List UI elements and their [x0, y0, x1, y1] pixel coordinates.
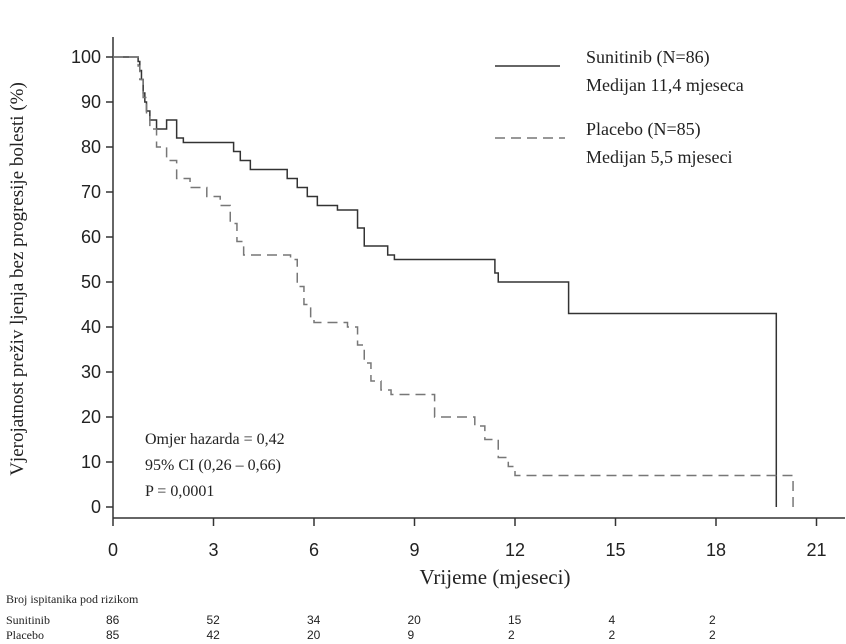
- y-tick-label: 90: [81, 92, 101, 112]
- legend-median-placebo: Medijan 5,5 mjeseci: [586, 147, 732, 167]
- x-axis-label: Vrijeme (mjeseci): [420, 565, 571, 589]
- legend: Sunitinib (N=86) Medijan 11,4 mjeseca Pl…: [495, 47, 744, 167]
- y-ticks: 0 10 20 30 40 50 60 70 80 90 100: [71, 47, 113, 517]
- risk-value: 20: [408, 613, 422, 627]
- risk-value: 85: [106, 628, 120, 642]
- risk-table-title: Broj ispitanika pod rizikom: [6, 592, 139, 606]
- y-tick-label: 50: [81, 272, 101, 292]
- risk-value: 9: [408, 628, 415, 642]
- ci-text: 95% CI (0,26 – 0,66): [145, 457, 281, 474]
- x-tick-label: 21: [806, 540, 826, 560]
- y-tick-label: 60: [81, 227, 101, 247]
- x-tick-label: 0: [108, 540, 118, 560]
- x-tick-label: 6: [309, 540, 319, 560]
- x-tick-label: 9: [409, 540, 419, 560]
- risk-row-label-sunitinib: Sunitinib: [6, 613, 50, 627]
- hazard-ratio-text: Omjer hazarda = 0,42: [145, 431, 285, 448]
- x-tick-label: 15: [605, 540, 625, 560]
- y-tick-label: 20: [81, 407, 101, 427]
- y-tick-label: 0: [91, 497, 101, 517]
- risk-value: 42: [207, 628, 221, 642]
- y-axis-label: Vjerojatnost preživ ljenja bez progresij…: [7, 82, 28, 476]
- y-tick-label: 30: [81, 362, 101, 382]
- risk-row-label-placebo: Placebo: [6, 628, 44, 642]
- y-tick-label: 10: [81, 452, 101, 472]
- legend-label-sunitinib: Sunitinib (N=86): [586, 47, 710, 68]
- risk-value: 4: [609, 613, 616, 627]
- risk-value: 2: [508, 628, 515, 642]
- risk-value: 2: [709, 613, 716, 627]
- y-tick-label: 100: [71, 47, 101, 67]
- series-line-placebo: [113, 56, 794, 507]
- risk-value: 20: [307, 628, 321, 642]
- y-tick-label: 70: [81, 182, 101, 202]
- risk-value: 52: [207, 613, 221, 627]
- risk-values: 86 52 34 20 15 4 285 42 20 9 2 2 2: [106, 613, 716, 642]
- stats-annotation: Omjer hazarda = 0,42 95% CI (0,26 – 0,66…: [145, 431, 285, 500]
- x-tick-label: 18: [706, 540, 726, 560]
- x-ticks: 0 3 6 9 12 15 18 21: [108, 518, 827, 560]
- risk-value: 15: [508, 613, 522, 627]
- y-tick-label: 40: [81, 317, 101, 337]
- y-tick-label: 80: [81, 137, 101, 157]
- risk-value: 2: [709, 628, 716, 642]
- risk-value: 34: [307, 613, 321, 627]
- risk-value: 2: [609, 628, 616, 642]
- legend-label-placebo: Placebo (N=85): [586, 119, 701, 140]
- risk-value: 86: [106, 613, 120, 627]
- x-tick-label: 12: [505, 540, 525, 560]
- x-tick-label: 3: [208, 540, 218, 560]
- legend-median-sunitinib: Medijan 11,4 mjeseca: [586, 75, 744, 95]
- p-value-text: P = 0,0001: [145, 483, 214, 500]
- series-group: [113, 56, 794, 507]
